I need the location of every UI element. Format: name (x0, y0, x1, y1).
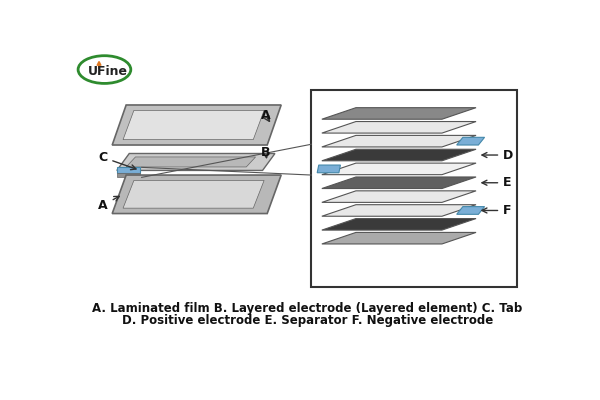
Polygon shape (457, 207, 485, 214)
Polygon shape (317, 165, 340, 173)
Polygon shape (322, 122, 476, 133)
Polygon shape (123, 110, 264, 140)
Polygon shape (322, 108, 476, 119)
Polygon shape (117, 154, 275, 170)
Text: D. Positive electrode E. Separator F. Negative electrode: D. Positive electrode E. Separator F. Ne… (122, 314, 493, 327)
Polygon shape (112, 105, 281, 145)
Text: B: B (261, 146, 271, 159)
Text: A: A (261, 109, 271, 122)
Polygon shape (322, 177, 476, 188)
Polygon shape (126, 157, 256, 167)
Polygon shape (457, 137, 485, 145)
Polygon shape (322, 205, 476, 216)
Text: A. Laminated film B. Layered electrode (Layered element) C. Tab: A. Laminated film B. Layered electrode (… (92, 302, 523, 315)
Text: A: A (98, 196, 119, 212)
Polygon shape (322, 232, 476, 244)
Text: E: E (482, 176, 512, 189)
Text: C: C (98, 151, 136, 170)
Polygon shape (322, 163, 476, 175)
Text: D: D (482, 148, 514, 162)
Polygon shape (117, 173, 140, 177)
Text: F: F (482, 204, 512, 217)
Polygon shape (117, 167, 140, 173)
Polygon shape (322, 135, 476, 147)
Text: UFine: UFine (88, 64, 128, 78)
Polygon shape (322, 149, 476, 161)
Polygon shape (123, 180, 264, 208)
Polygon shape (112, 175, 281, 214)
Polygon shape (322, 218, 476, 230)
Polygon shape (322, 191, 476, 202)
Bar (311, 90, 517, 287)
